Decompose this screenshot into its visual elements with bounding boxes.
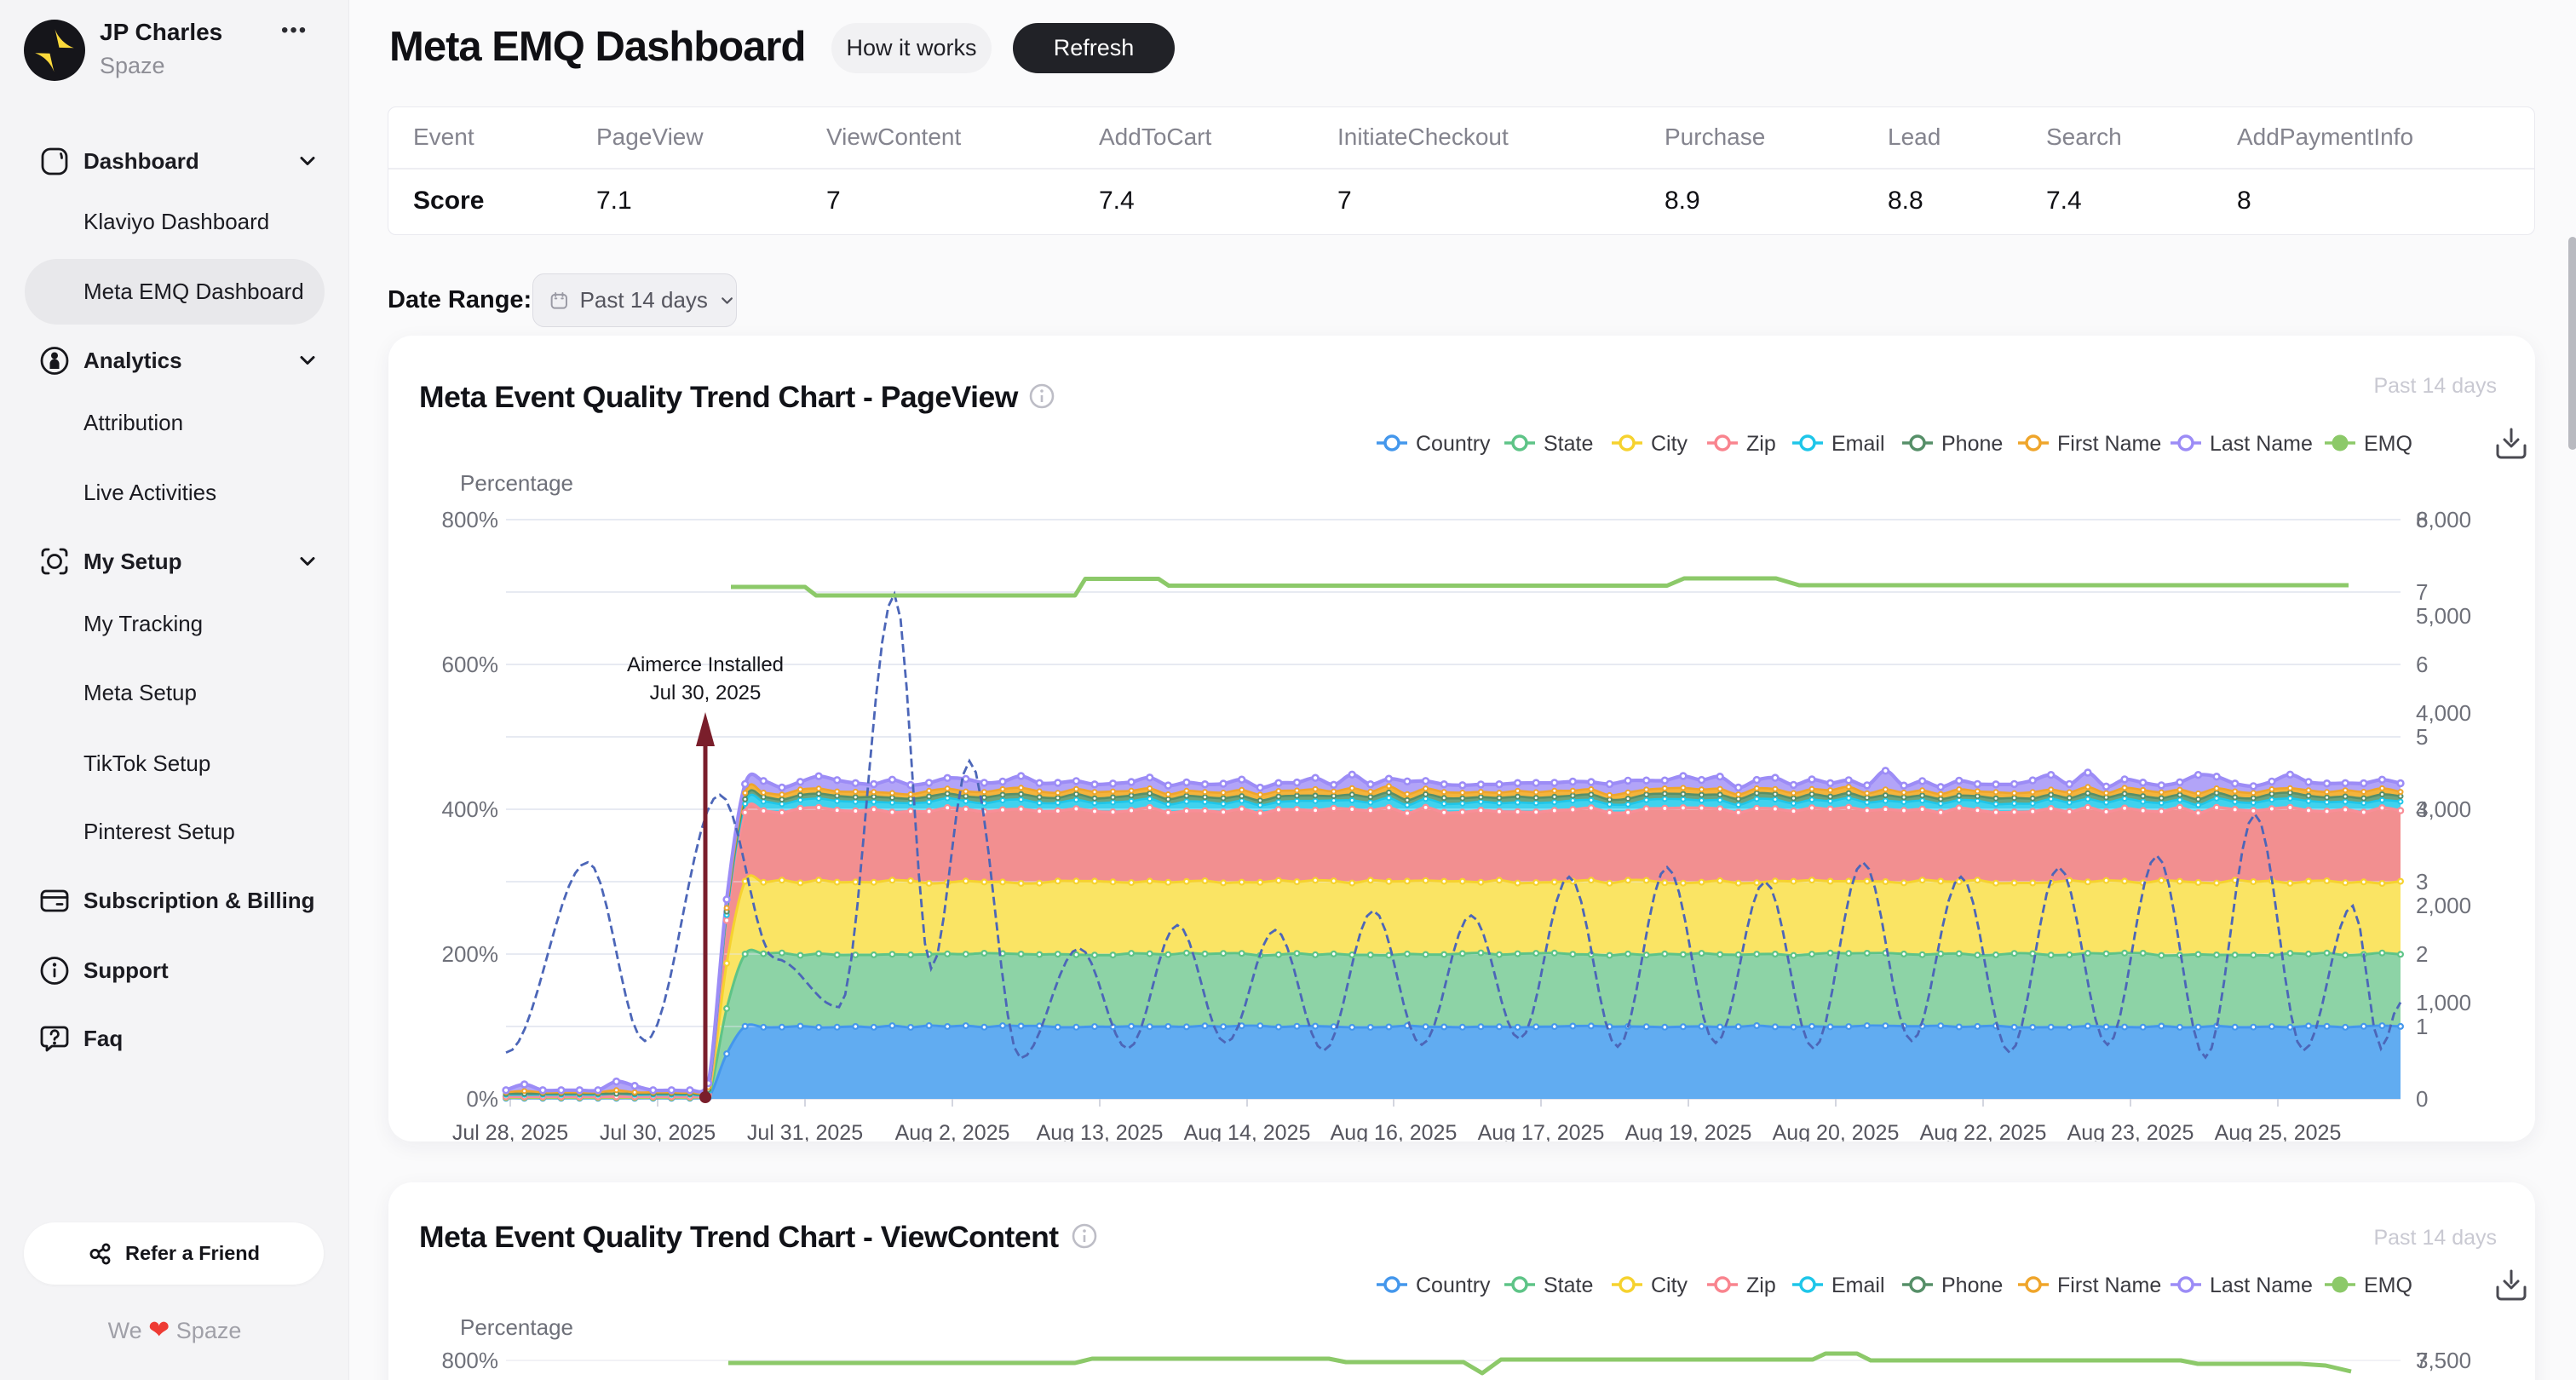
svg-text:8: 8 — [2416, 507, 2428, 532]
svg-text:Jul 28, 2025: Jul 28, 2025 — [452, 1121, 568, 1141]
svg-text:Last Name: Last Name — [2210, 432, 2313, 456]
svg-text:Aug 13, 2025: Aug 13, 2025 — [1037, 1121, 1164, 1141]
svg-text:4: 4 — [2416, 796, 2428, 822]
svg-text:2: 2 — [2416, 941, 2428, 967]
svg-text:City: City — [1651, 1274, 1688, 1297]
svg-text:2,000: 2,000 — [2416, 893, 2471, 918]
svg-text:7: 7 — [2416, 1348, 2428, 1373]
svg-text:Aug 20, 2025: Aug 20, 2025 — [1773, 1121, 1900, 1141]
svg-text:First Name: First Name — [2057, 432, 2161, 456]
svg-text:Aimerce Installed: Aimerce Installed — [627, 653, 784, 676]
svg-text:Aug 14, 2025: Aug 14, 2025 — [1184, 1121, 1311, 1141]
svg-text:5: 5 — [2416, 724, 2428, 750]
svg-text:Aug 2, 2025: Aug 2, 2025 — [895, 1121, 1010, 1141]
svg-text:3: 3 — [2416, 869, 2428, 894]
svg-text:0: 0 — [2416, 1086, 2428, 1112]
svg-text:Email: Email — [1831, 1274, 1885, 1297]
svg-text:First Name: First Name — [2057, 1274, 2161, 1297]
svg-text:City: City — [1651, 432, 1688, 456]
svg-text:Aug 16, 2025: Aug 16, 2025 — [1331, 1121, 1458, 1141]
svg-text:Country: Country — [1416, 432, 1491, 456]
svg-text:7: 7 — [2416, 579, 2428, 605]
svg-text:Phone: Phone — [1941, 1274, 2003, 1297]
svg-text:Past 14 days: Past 14 days — [2373, 1226, 2497, 1250]
svg-text:6,000: 6,000 — [2416, 507, 2471, 532]
svg-text:Aug 19, 2025: Aug 19, 2025 — [1625, 1121, 1752, 1141]
svg-text:0%: 0% — [466, 1086, 498, 1112]
svg-text:Phone: Phone — [1941, 432, 2003, 456]
svg-text:Meta Event Quality Trend Chart: Meta Event Quality Trend Chart - ViewCon… — [419, 1220, 1059, 1254]
svg-text:Aug 25, 2025: Aug 25, 2025 — [2215, 1121, 2342, 1141]
svg-text:1: 1 — [2416, 1014, 2428, 1039]
svg-text:200%: 200% — [442, 941, 499, 967]
svg-text:800%: 800% — [442, 1348, 499, 1373]
svg-text:3,500: 3,500 — [2416, 1348, 2471, 1373]
svg-text:Aug 22, 2025: Aug 22, 2025 — [1920, 1121, 2047, 1141]
svg-text:Email: Email — [1831, 432, 1885, 456]
svg-text:Aug 17, 2025: Aug 17, 2025 — [1478, 1121, 1605, 1141]
svg-text:800%: 800% — [442, 507, 499, 532]
svg-text:3,000: 3,000 — [2416, 796, 2471, 822]
svg-text:Zip: Zip — [1746, 1274, 1776, 1297]
svg-text:Percentage: Percentage — [460, 1314, 573, 1340]
svg-text:Jul 30, 2025: Jul 30, 2025 — [650, 681, 762, 704]
svg-text:Past 14 days: Past 14 days — [2373, 374, 2497, 398]
svg-text:600%: 600% — [442, 652, 499, 677]
svg-text:Aug 23, 2025: Aug 23, 2025 — [2067, 1121, 2194, 1141]
svg-text:Percentage: Percentage — [460, 470, 573, 496]
svg-text:6: 6 — [2416, 652, 2428, 677]
svg-text:Country: Country — [1416, 1274, 1491, 1297]
svg-text:Jul 30, 2025: Jul 30, 2025 — [600, 1121, 716, 1141]
svg-text:Last Name: Last Name — [2210, 1274, 2313, 1297]
svg-text:1,000: 1,000 — [2416, 990, 2471, 1015]
svg-text:Meta Event Quality Trend Chart: Meta Event Quality Trend Chart - PageVie… — [419, 380, 1019, 414]
svg-text:EMQ: EMQ — [2364, 432, 2412, 456]
svg-text:5,000: 5,000 — [2416, 603, 2471, 629]
svg-text:EMQ: EMQ — [2364, 1274, 2412, 1297]
svg-text:400%: 400% — [442, 796, 499, 822]
svg-text:Zip: Zip — [1746, 432, 1776, 456]
svg-text:Jul 31, 2025: Jul 31, 2025 — [747, 1121, 863, 1141]
svg-text:State: State — [1544, 432, 1593, 456]
svg-text:State: State — [1544, 1274, 1593, 1297]
svg-text:4,000: 4,000 — [2416, 700, 2471, 726]
